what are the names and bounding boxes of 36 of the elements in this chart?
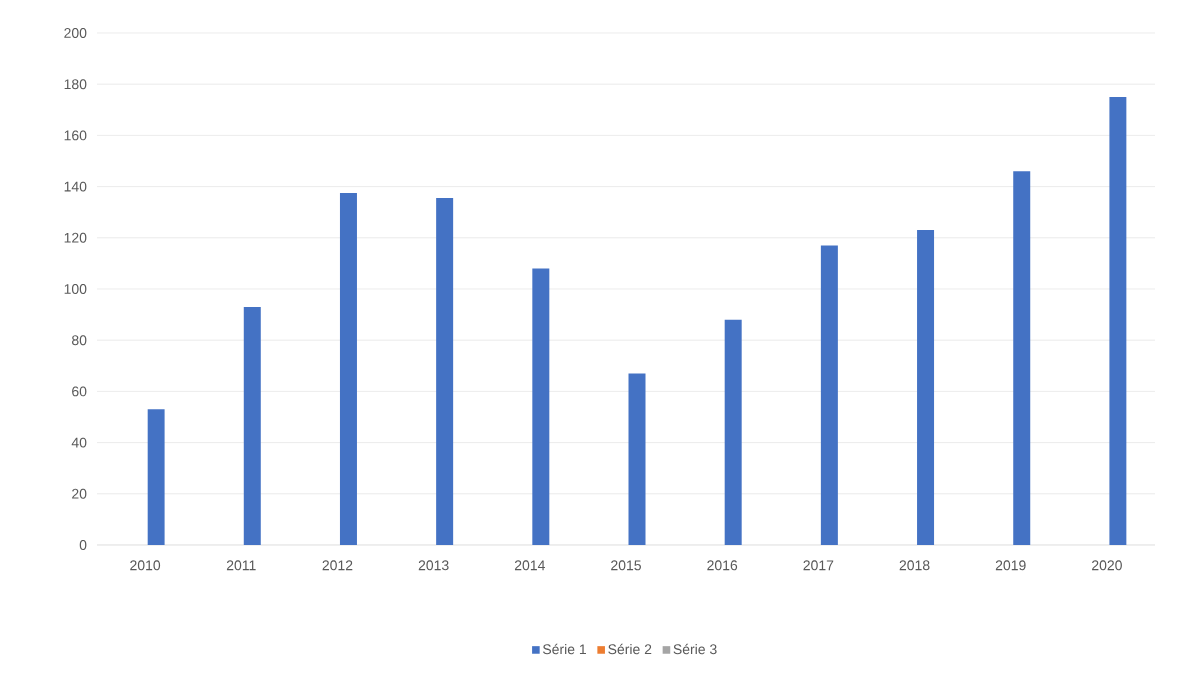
legend-label: Série 2 [608, 643, 652, 655]
bar [436, 198, 454, 545]
legend-label: Série 3 [673, 643, 717, 655]
bar [147, 409, 165, 545]
x-tick-label: 2016 [707, 560, 738, 571]
bar [1109, 96, 1127, 545]
bar [339, 192, 357, 545]
legend-label: Série 1 [542, 643, 586, 655]
bar [1013, 171, 1031, 545]
x-tick-label: 2010 [130, 560, 161, 571]
x-tick-label: 2018 [899, 560, 930, 571]
bar [243, 306, 261, 545]
x-tick-label: 2012 [322, 560, 353, 571]
bar [917, 230, 935, 545]
bar [628, 373, 646, 545]
y-tick-label: 80 [72, 335, 87, 346]
y-tick-label: 40 [71, 437, 87, 448]
y-tick-label: 180 [64, 79, 87, 90]
y-tick-label: 200 [64, 28, 87, 38]
y-tick-label: 100 [64, 284, 87, 294]
x-tick-label: 2011 [226, 560, 256, 571]
y-tick-label: 140 [64, 181, 87, 192]
y-tick-label: 160 [64, 130, 87, 141]
y-tick-label: 20 [72, 488, 87, 499]
x-tick-label: 2019 [995, 560, 1026, 571]
bar [820, 245, 838, 545]
x-tick-label: 2015 [611, 560, 641, 571]
y-tick-label: 120 [64, 232, 87, 243]
y-tick-label: 0 [79, 540, 87, 550]
y-tick-label: 60 [72, 386, 87, 397]
x-tick-label: 2013 [418, 560, 449, 571]
x-tick-label: 2020 [1092, 560, 1122, 571]
x-tick-label: 2017 [803, 560, 834, 571]
x-tick-label: 2014 [514, 560, 545, 571]
bar [724, 319, 742, 545]
bar [532, 268, 550, 545]
